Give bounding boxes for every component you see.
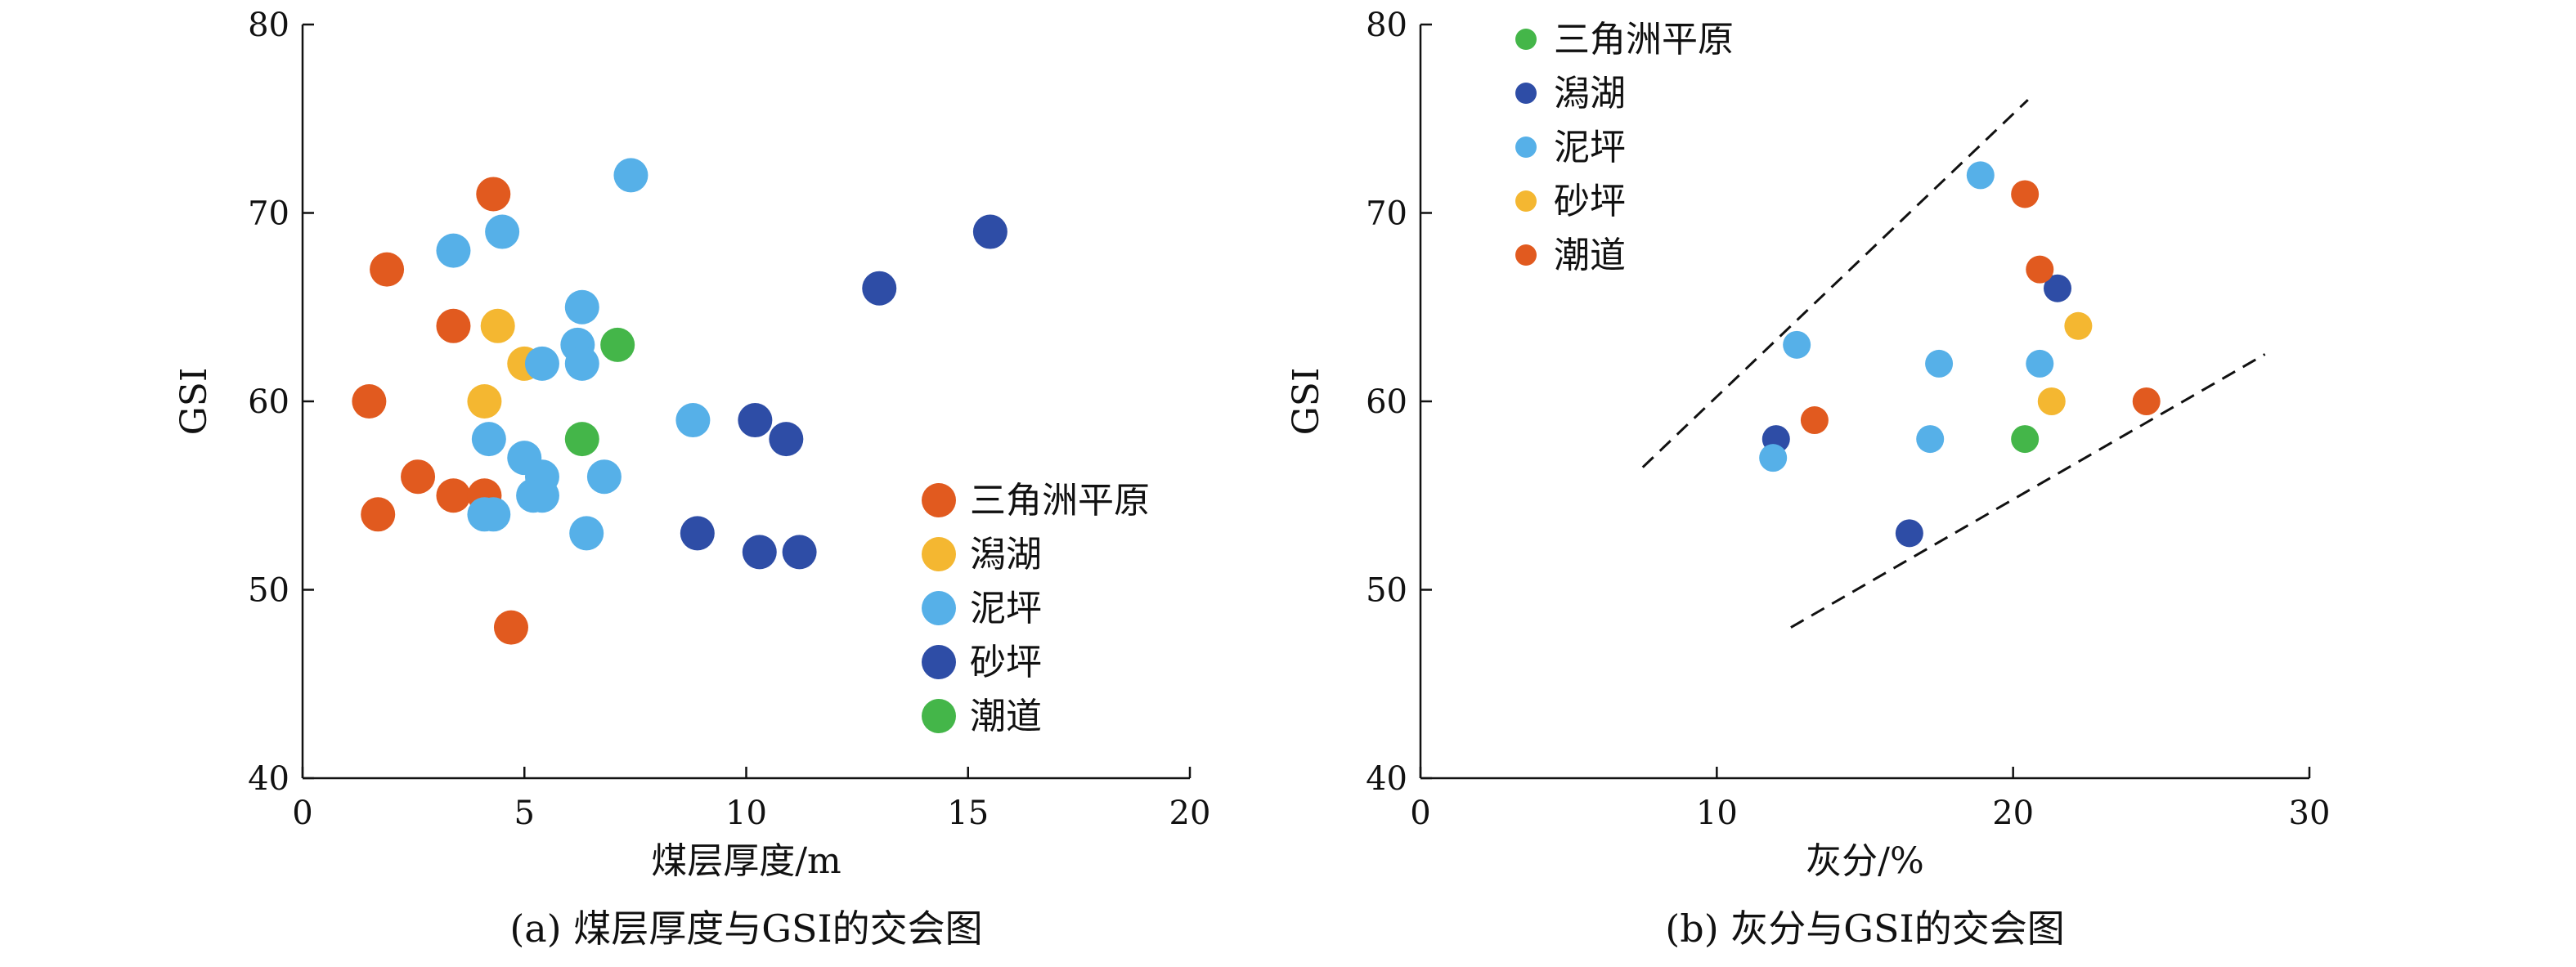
chart-b-y-tick-label: 70 [1366,195,1407,233]
chart-b-point-series-3 [2026,349,2054,378]
chart-a-point-series-4 [738,403,773,438]
chart-a-legend-marker [922,699,956,733]
chart-a-point-series-3 [524,346,559,381]
chart-b-caption: (b) 灰分与GSI的交会图 [1665,907,2064,951]
chart-a-legend-marker [922,591,956,625]
chart-b-x-tick-label: 0 [1410,795,1430,832]
chart-b-legend-marker [1515,137,1537,158]
chart-a-x-tick-label: 0 [292,795,312,832]
chart-b-legend-label: 三角洲平原 [1554,19,1734,60]
chart-a-point-series-5 [564,422,599,457]
chart-b-y-tick-label: 50 [1366,572,1407,610]
chart-a-point-series-2 [480,308,515,343]
chart-b-x-tick-label: 20 [1992,795,2034,832]
chart-a-point-series-1 [436,308,471,343]
chart-b-legend-label: 砂坪 [1554,181,1626,222]
chart-a-x-tick-label: 20 [1169,795,1211,832]
chart-a-point-series-4 [972,214,1008,249]
chart-b-legend-marker [1515,244,1537,266]
chart-a-legend-label: 潮道 [970,696,1042,737]
chart-a-legend-label: 泥坪 [970,588,1042,629]
chart-b-x-tick-label: 30 [2289,795,2331,832]
chart-a-point-series-4 [680,516,715,551]
chart-a-legend-marker [922,483,956,517]
chart-a-y-tick-label: 60 [248,383,289,421]
chart-a-legend-marker [922,537,956,571]
chart-a-point-series-4 [782,535,817,570]
chart-a-point-series-3 [564,289,599,325]
chart-b-point-series-5 [2132,387,2161,415]
chart-b-point-series-2 [1895,519,1923,548]
chart-a-y-tick-label: 70 [248,195,289,233]
chart-b-point-series-5 [2026,255,2054,284]
chart-a-point-series-1 [370,252,405,287]
chart-b-legend-label: 潟湖 [1554,73,1626,114]
chart-a-y-tick-label: 50 [248,572,289,610]
chart-b-point-series-2 [2044,274,2072,302]
chart-b-legend-marker [1515,83,1537,104]
chart-a-x-tick-label: 5 [514,795,535,832]
chart-a-point-series-3 [586,459,622,495]
chart-b-legend-marker [1515,190,1537,212]
chart-a-legend-marker [922,645,956,679]
chart-a-point-series-3 [436,233,471,268]
chart-b-point-series-4 [2037,387,2066,415]
chart-a-legend-label: 潟湖 [970,534,1042,575]
chart-b-guide-line-1 [1641,99,2029,468]
chart-b-point-series-1 [2011,425,2040,454]
chart-a-point-series-3 [471,422,506,457]
chart-a: 0 5 10 15 20 40 50 60 70 80 煤层厚度/m GSI (a) 煤层厚度与GSI的… [173,7,1210,951]
chart-a-x-axis-title: 煤层厚度/m [651,840,841,882]
chart-b-legend-label: 潮道 [1554,235,1626,276]
chart-a-point-series-3 [524,478,559,513]
chart-a-point-series-1 [352,384,387,419]
chart-a-y-tick-label: 80 [248,7,289,44]
chart-a-caption: (a) 煤层厚度与GSI的交会图 [509,907,982,951]
chart-a-point-series-3 [569,516,604,551]
chart-a-point-series-1 [401,459,436,495]
chart-b-x-axis-title: 灰分/% [1806,840,1924,882]
chart-a-point-series-3 [613,158,648,193]
chart-a-point-series-4 [742,535,777,570]
chart-a-point-series-5 [600,327,635,362]
chart-b-point-series-3 [1783,330,1811,359]
chart-a-point-series-4 [769,422,804,457]
chart-a-x-tick-label: 15 [947,795,989,832]
chart-b-y-tick-label: 40 [1366,760,1407,798]
chart-a-point-series-1 [436,478,471,513]
chart-b-guide-line-2 [1790,353,2266,629]
chart-b-legend-marker [1515,29,1537,50]
chart-b-point-series-3 [1759,444,1788,472]
chart-a-y-axis-title: GSI [173,368,215,436]
chart-b-point-series-4 [2064,311,2093,340]
chart-a-legend-label: 砂坪 [970,642,1042,683]
chart-a-point-series-3 [485,214,520,249]
chart-a-point-series-1 [493,610,528,645]
chart-a-point-series-3 [675,403,711,438]
chart-b-y-axis-title: GSI [1286,368,1327,436]
chart-a-x-tick-label: 10 [725,795,767,832]
chart-a-y-tick-label: 40 [248,760,289,798]
chart-b-point-series-5 [1800,406,1829,435]
chart-b-x-tick-label: 10 [1696,795,1738,832]
chart-b-y-tick-label: 80 [1366,7,1407,44]
chart-b-legend-label: 泥坪 [1554,127,1626,168]
chart-b-y-tick-label: 60 [1366,383,1407,421]
chart-a-point-series-2 [467,384,502,419]
chart-b-point-series-3 [1925,349,1954,378]
chart-a-point-series-3 [564,346,599,381]
chart-a-point-series-1 [476,177,511,212]
chart-b-point-series-5 [2011,180,2040,208]
chart-a-legend-label: 三角洲平原 [970,480,1150,522]
chart-b-point-series-3 [1916,425,1945,454]
chart-a-point-series-1 [361,497,396,532]
chart-a-point-series-4 [862,271,897,306]
chart-a-point-series-3 [476,497,511,532]
chart-b-point-series-3 [1966,161,1995,190]
chart-b: 0 10 20 30 40 50 60 70 80 灰分/% GSI (b) 灰分与GSI的交会图 三角… [1286,7,2330,951]
